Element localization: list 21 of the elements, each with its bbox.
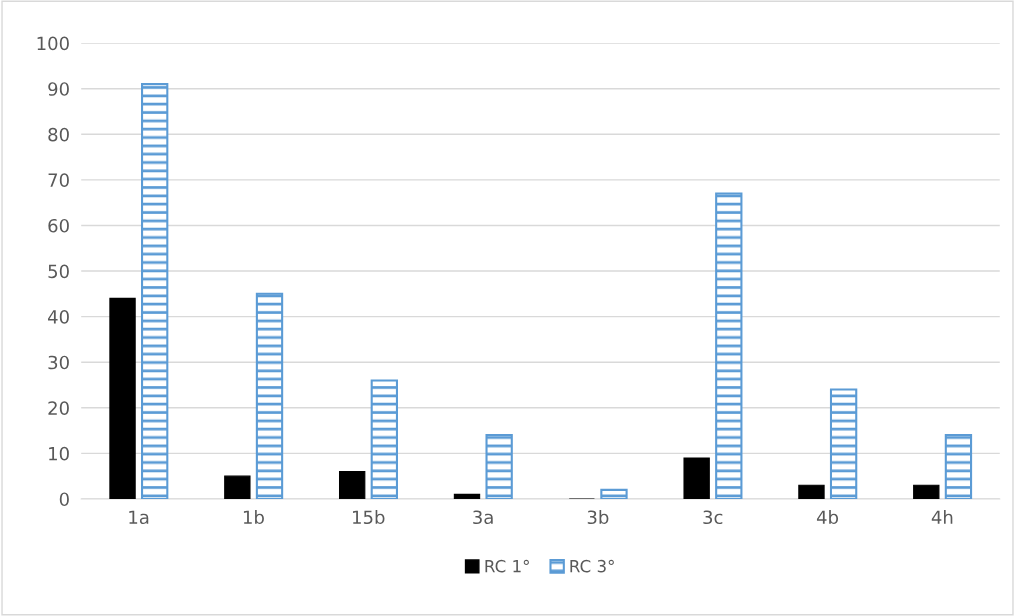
legend-label: RC 3° — [570, 559, 614, 573]
y-tick-label: 90 — [48, 82, 69, 96]
y-tick-label: 40 — [48, 310, 69, 324]
y-tick-label: 10 — [49, 446, 69, 461]
x-tick-label: 3b — [587, 510, 609, 525]
y-tick-label: 80 — [48, 127, 69, 142]
y-tick-label: 0 — [59, 492, 69, 507]
x-tick-label: 15b — [353, 510, 385, 525]
x-tick-label: 1b — [243, 510, 264, 525]
y-tick-label: 30 — [48, 355, 69, 370]
y-tick-label: 70 — [48, 173, 69, 187]
x-tick-label: 3c — [703, 510, 723, 525]
y-tick-label: 20 — [48, 401, 69, 415]
y-tick-label: 50 — [48, 264, 69, 279]
x-tick-label: 1a — [129, 510, 149, 525]
x-tick-label: 4h — [931, 510, 953, 524]
y-tick-label: 100 — [37, 36, 69, 51]
y-tick-label: 60 — [48, 218, 69, 233]
legend-label: RC 1° — [485, 559, 529, 573]
x-tick-label: 3a — [473, 510, 493, 525]
x-tick-label: 4b — [816, 510, 839, 525]
